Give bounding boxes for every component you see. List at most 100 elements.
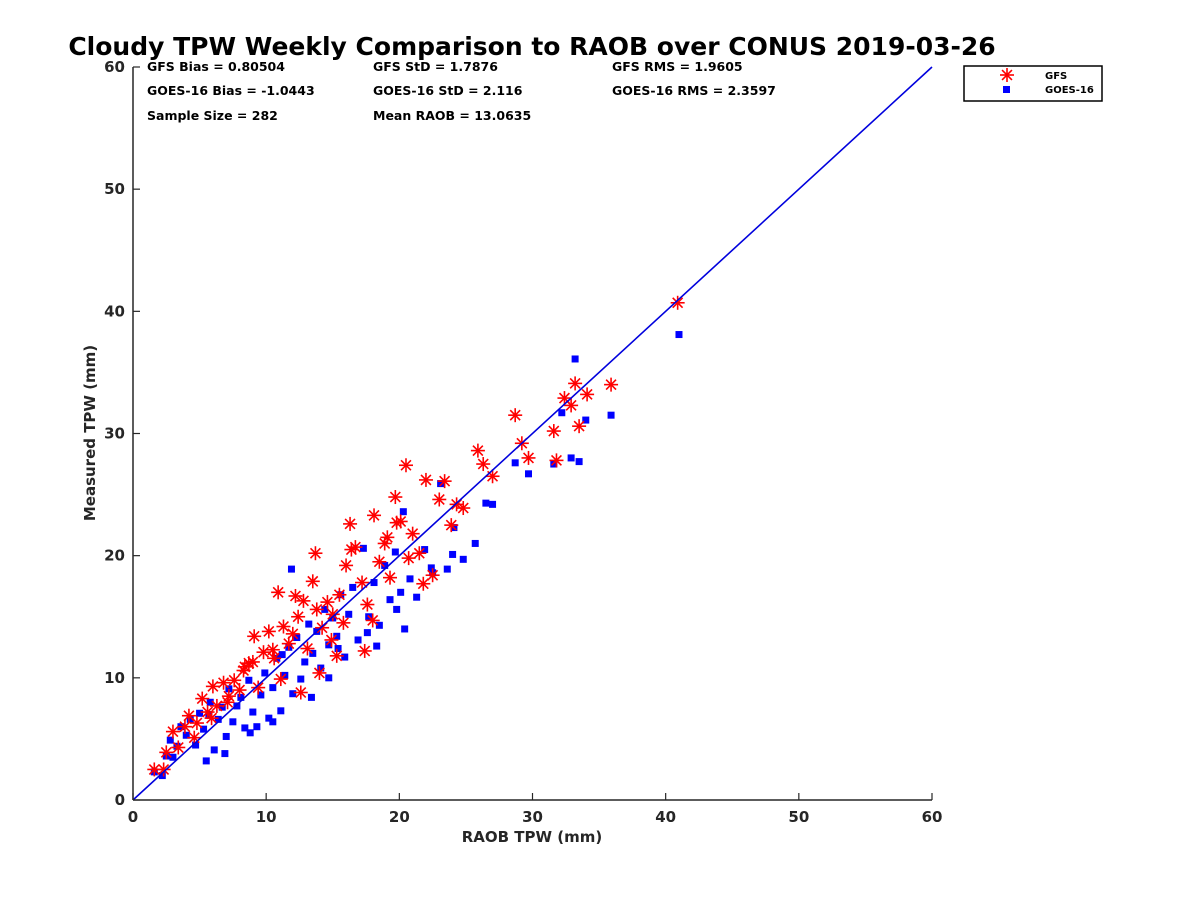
gfs-point: [388, 490, 403, 505]
gfs-point-stroke: [400, 459, 412, 471]
gfs-point: [256, 645, 271, 660]
legend-goes-marker: [1003, 86, 1010, 93]
gfs-point-stroke: [333, 589, 345, 601]
goes16-point: [449, 550, 457, 558]
goes16-point: [278, 651, 286, 659]
gfs-point-stroke: [325, 634, 337, 646]
gfs-point-stroke: [439, 475, 451, 487]
gfs-point: [339, 558, 354, 573]
gfs-point: [308, 546, 323, 561]
gfs-point-stroke: [321, 596, 333, 608]
goes16-point: [317, 664, 325, 672]
goes16-point: [525, 470, 533, 478]
gfs-point: [365, 613, 380, 628]
gfs-point: [315, 620, 330, 635]
y-tick-label: 30: [104, 425, 125, 443]
gfs-point: [271, 585, 286, 600]
goes16-point: [370, 579, 378, 587]
gfs-point-stroke: [550, 454, 562, 466]
gfs-point-stroke: [292, 611, 304, 623]
gfs-point-stroke: [331, 650, 343, 662]
goes16-point: [443, 565, 451, 573]
stat-gfs-std: GFS StD = 1.7876: [373, 59, 498, 74]
gfs-point: [251, 680, 266, 695]
stat-goes-bias: GOES-16 Bias = -1.0443: [147, 83, 315, 98]
gfs-point: [261, 624, 276, 639]
gfs-point-stroke: [417, 578, 429, 590]
legend: GFS GOES-16: [963, 65, 1103, 102]
goes16-point: [202, 757, 210, 765]
gfs-point: [205, 679, 220, 694]
legend-box: [963, 65, 1103, 102]
goes16-point: [391, 548, 399, 556]
goes16-point: [511, 459, 519, 467]
goes16-point: [249, 708, 257, 716]
goes16-point: [253, 723, 261, 731]
gfs-point-stroke: [148, 763, 160, 775]
gfs-point-stroke: [247, 656, 259, 668]
goes16-point: [305, 620, 313, 628]
gfs-point: [425, 568, 440, 583]
gfs-point: [265, 642, 280, 657]
gfs-point-stroke: [295, 686, 307, 699]
gfs-point-stroke: [311, 603, 323, 615]
goes16-point: [265, 714, 273, 722]
gfs-point: [470, 443, 485, 458]
goes16-point: [471, 539, 479, 547]
goes16-point: [325, 641, 333, 649]
gfs-point-stroke: [160, 746, 172, 758]
goes16-point: [437, 480, 445, 488]
gfs-point: [485, 469, 500, 484]
gfs-point-stroke: [373, 556, 385, 568]
goes16-point: [341, 653, 349, 661]
gfs-point-stroke: [345, 544, 357, 556]
gfs-point: [245, 654, 260, 669]
gfs-point-stroke: [297, 595, 309, 607]
goes16-point: [359, 544, 367, 552]
gfs-point: [521, 450, 536, 465]
goes16-point: [309, 649, 317, 657]
x-axis-label: RAOB TPW (mm): [462, 828, 603, 846]
gfs-point-stroke: [340, 559, 352, 571]
axis-ticks: 0 10 20 30 40 50 60 0 10 20 30 40 50 60: [104, 58, 942, 826]
gfs-point: [329, 648, 344, 663]
gfs-point: [181, 708, 196, 723]
goes16-point: [222, 732, 230, 740]
gfs-point-stroke: [301, 642, 313, 655]
gfs-point: [285, 626, 300, 641]
goes16-point: [218, 703, 226, 711]
gfs-point-stroke: [672, 297, 684, 309]
gfs-point: [418, 472, 433, 487]
stats-block: GFS Bias = 0.80504 GOES-16 Bias = -1.044…: [147, 59, 776, 123]
goes16-point: [345, 610, 353, 618]
gfs-point-stroke: [222, 696, 234, 708]
gfs-point: [332, 587, 347, 602]
gfs-point: [187, 730, 202, 745]
gfs-point-stroke: [565, 399, 577, 411]
goes16-point: [297, 675, 305, 683]
y-tick-label: 20: [104, 547, 125, 565]
goes16-point: [166, 736, 174, 744]
goes16-point: [489, 500, 497, 508]
goes16-point: [413, 593, 421, 601]
goes16-point: [225, 685, 233, 693]
gfs-point: [437, 474, 452, 489]
goes16-point: [333, 632, 341, 640]
gfs-point: [580, 387, 595, 402]
gfs-point: [171, 740, 186, 755]
gfs-point-stroke: [361, 599, 373, 611]
axes-frame: [132, 67, 932, 801]
gfs-point-stroke: [487, 470, 499, 482]
gfs-point: [336, 615, 351, 630]
gfs-point: [549, 453, 564, 468]
gfs-point: [227, 673, 242, 688]
gfs-point-stroke: [191, 717, 203, 729]
gfs-point: [177, 719, 192, 734]
y-tick-label: 60: [104, 58, 125, 76]
goes16-point: [307, 693, 315, 701]
goes16-point: [575, 458, 583, 466]
goes16-point: [289, 690, 297, 698]
gfs-point-stroke: [367, 614, 379, 626]
goes16-point: [399, 508, 407, 516]
gfs-point: [367, 508, 382, 523]
